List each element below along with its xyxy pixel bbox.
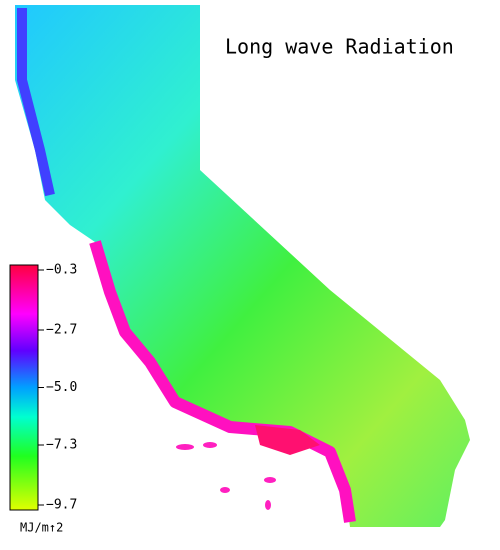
colorbar-tick-label: −9.7 — [46, 498, 77, 513]
colorbar-tick-label: −0.3 — [46, 263, 77, 278]
colorbar-ticks: −0.3 −2.7 −5.0 −7.3 −9.7 — [38, 263, 77, 513]
colorbar-tick-label: −2.7 — [46, 323, 77, 338]
california-raster — [15, 5, 470, 527]
colorbar-tick-label: −5.0 — [46, 380, 77, 395]
channel-islands — [176, 442, 276, 510]
colorbar-tick-label: −7.3 — [46, 438, 77, 453]
land — [15, 5, 470, 527]
colorbar-unit: MJ/m↑2 — [20, 521, 63, 535]
map-title: Long wave Radiation — [225, 35, 454, 59]
colorbar — [9, 264, 39, 511]
north-coast-band — [17, 8, 55, 197]
hot-spot — [255, 425, 320, 455]
coastal-band — [89, 240, 356, 523]
